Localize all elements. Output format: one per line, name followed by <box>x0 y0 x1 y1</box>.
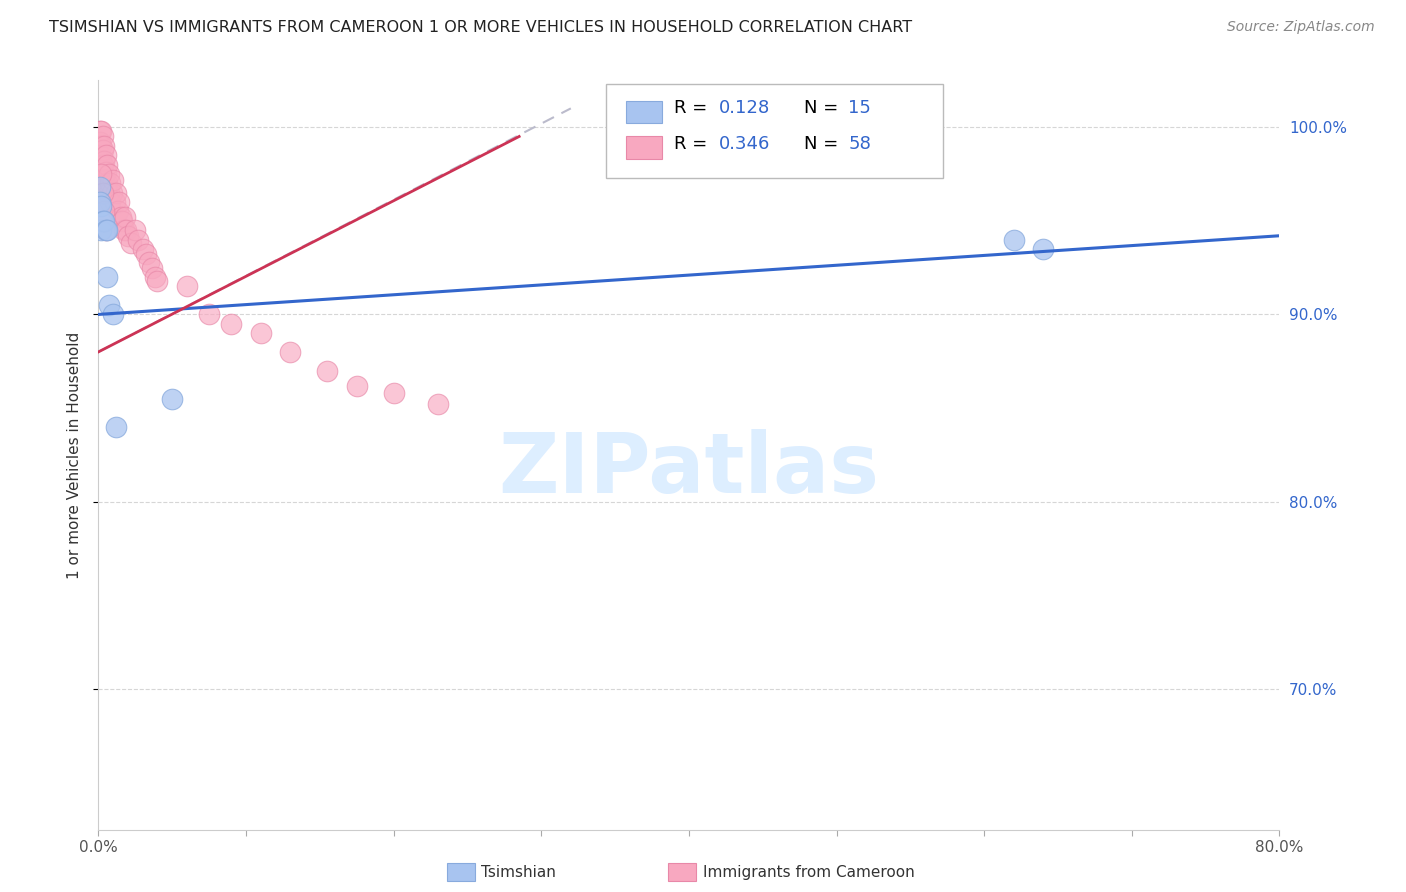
Point <box>107 204 129 219</box>
Text: N =: N = <box>803 135 844 153</box>
Point <box>143 269 166 284</box>
Point <box>94 148 117 162</box>
Point <box>138 255 160 269</box>
Point <box>90 138 112 153</box>
Text: Source: ZipAtlas.com: Source: ZipAtlas.com <box>1227 20 1375 34</box>
Point <box>93 172 115 186</box>
Point <box>198 307 221 321</box>
Point <box>90 199 112 213</box>
Text: R =: R = <box>673 135 713 153</box>
Point <box>141 260 163 275</box>
FancyBboxPatch shape <box>606 84 943 178</box>
Point <box>97 298 120 312</box>
Point <box>89 135 111 149</box>
Text: TSIMSHIAN VS IMMIGRANTS FROM CAMEROON 1 OR MORE VEHICLES IN HOUSEHOLD CORRELATIO: TSIMSHIAN VS IMMIGRANTS FROM CAMEROON 1 … <box>49 20 912 35</box>
Point <box>96 176 118 190</box>
Point <box>91 143 114 157</box>
Point <box>117 228 139 243</box>
Point <box>90 124 112 138</box>
Point <box>346 378 368 392</box>
Point <box>91 180 114 194</box>
Point <box>90 153 112 168</box>
Point <box>127 232 149 246</box>
Point <box>93 204 115 219</box>
Point <box>94 223 117 237</box>
Point <box>93 153 115 168</box>
Point <box>89 194 111 209</box>
Point <box>89 180 111 194</box>
Point <box>97 186 120 200</box>
Point <box>90 223 112 237</box>
Point <box>94 223 117 237</box>
Point <box>427 397 450 411</box>
Point <box>316 363 339 377</box>
Point <box>221 317 243 331</box>
Point <box>93 138 115 153</box>
Text: ZIPatlas: ZIPatlas <box>499 429 879 510</box>
Point <box>176 279 198 293</box>
Point <box>94 184 117 198</box>
Point <box>135 247 157 261</box>
Point <box>250 326 273 340</box>
Point <box>91 157 114 171</box>
Point <box>90 167 112 181</box>
Text: Tsimshian: Tsimshian <box>481 865 555 880</box>
Text: 15: 15 <box>848 99 872 117</box>
Point <box>91 213 114 227</box>
Point <box>105 186 128 200</box>
Point <box>120 236 142 251</box>
Text: 0.128: 0.128 <box>718 99 769 117</box>
Point <box>89 148 111 162</box>
Point <box>96 223 118 237</box>
Y-axis label: 1 or more Vehicles in Household: 1 or more Vehicles in Household <box>67 331 83 579</box>
Point <box>89 194 111 209</box>
Text: 58: 58 <box>848 135 872 153</box>
Text: R =: R = <box>673 99 713 117</box>
Point <box>94 165 117 179</box>
Text: Immigrants from Cameroon: Immigrants from Cameroon <box>703 865 915 880</box>
Point <box>96 157 118 171</box>
Point <box>1032 242 1054 256</box>
Point <box>91 186 114 200</box>
Point <box>146 274 169 288</box>
Point <box>98 194 121 209</box>
Point <box>91 129 114 144</box>
Point <box>103 307 125 321</box>
Point <box>90 176 112 190</box>
Point <box>1002 232 1025 246</box>
Text: N =: N = <box>803 99 844 117</box>
Point <box>104 194 127 209</box>
FancyBboxPatch shape <box>626 136 662 159</box>
Point <box>115 223 138 237</box>
Point <box>108 194 131 209</box>
Point <box>97 167 120 181</box>
Point <box>110 210 132 224</box>
Text: 0.346: 0.346 <box>718 135 770 153</box>
Point <box>96 269 118 284</box>
Point <box>124 223 146 237</box>
Point <box>162 392 183 406</box>
Point <box>98 176 121 190</box>
Point <box>93 213 115 227</box>
Point <box>100 186 122 200</box>
FancyBboxPatch shape <box>626 101 662 123</box>
Point <box>382 386 405 401</box>
Point <box>114 210 136 224</box>
Point <box>89 124 111 138</box>
Point <box>111 213 134 227</box>
Point <box>280 344 302 359</box>
Point <box>105 419 128 434</box>
Point <box>112 223 135 237</box>
Point <box>132 242 155 256</box>
Point <box>103 172 125 186</box>
